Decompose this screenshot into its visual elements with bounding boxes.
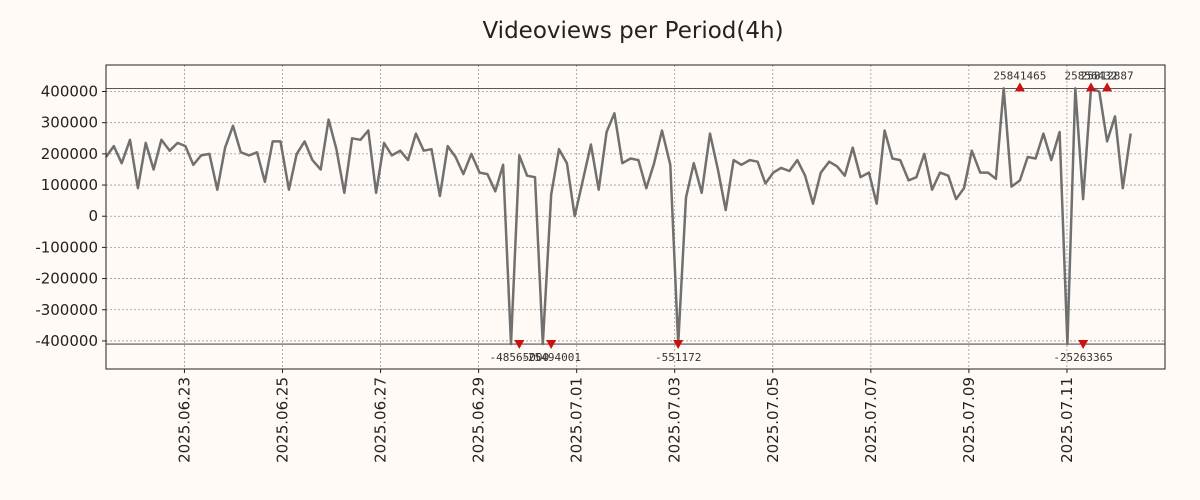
outlier-label: -25263365 <box>1053 351 1113 364</box>
outlier-annotations: -48565000-25494001 -551172 25841465 2585643… <box>489 69 1133 364</box>
y-tick-label: -300000 <box>35 301 98 319</box>
outlier-label: -551172 <box>655 351 701 364</box>
y-tick-label: 400000 <box>41 83 98 101</box>
outlier-marker <box>514 340 525 350</box>
y-tick-label: 300000 <box>41 114 98 132</box>
outlier-markers <box>514 82 1113 350</box>
outlier-marker <box>1014 82 1025 92</box>
x-axis-ticks: 2025.06.23 2025.06.25 2025.06.27 2025.06.29… <box>175 369 1076 463</box>
outlier-marker <box>1085 82 1096 92</box>
x-tick-label: 2025.07.09 <box>960 377 978 463</box>
outlier-marker <box>546 340 557 350</box>
outlier-label: 25841465 <box>993 69 1046 82</box>
x-tick-label: 2025.07.11 <box>1058 377 1076 463</box>
plot-frame <box>105 64 1166 370</box>
y-tick-label: -100000 <box>35 238 98 256</box>
y-tick-label: 0 <box>88 207 98 225</box>
y-axis-ticks: 400000 300000 200000 100000 0 -100000 -200000 -… <box>35 83 106 350</box>
outlier-marker <box>673 340 684 350</box>
clip-lines <box>106 87 1165 345</box>
x-tick-label: 2025.07.07 <box>862 377 880 463</box>
x-tick-label: 2025.06.25 <box>274 377 292 463</box>
y-tick-label: 200000 <box>41 145 98 163</box>
outlier-marker <box>1102 82 1113 92</box>
series-line-videoviews <box>104 87 1132 346</box>
x-tick-label: 2025.06.23 <box>175 377 193 463</box>
chart-title: Videoviews per Period(4h) <box>482 18 783 44</box>
outlier-marker <box>1078 340 1089 350</box>
series-area <box>104 87 1132 346</box>
y-tick-label: 100000 <box>41 176 98 194</box>
x-tick-label: 2025.07.01 <box>568 377 586 463</box>
y-tick-label: -200000 <box>35 270 98 288</box>
x-tick-label: 2025.07.05 <box>764 377 782 463</box>
x-tick-label: 2025.07.03 <box>666 377 684 463</box>
x-tick-label: 2025.06.27 <box>372 377 390 463</box>
x-tick-label: 2025.06.29 <box>470 377 488 463</box>
outlier-label: -25494001 <box>521 351 581 364</box>
outlier-label: 25856432 <box>1064 69 1117 82</box>
outlier-label: 25812887 <box>1081 69 1134 82</box>
outlier-label: -48565000 <box>489 351 549 364</box>
y-tick-label: -400000 <box>35 332 98 350</box>
